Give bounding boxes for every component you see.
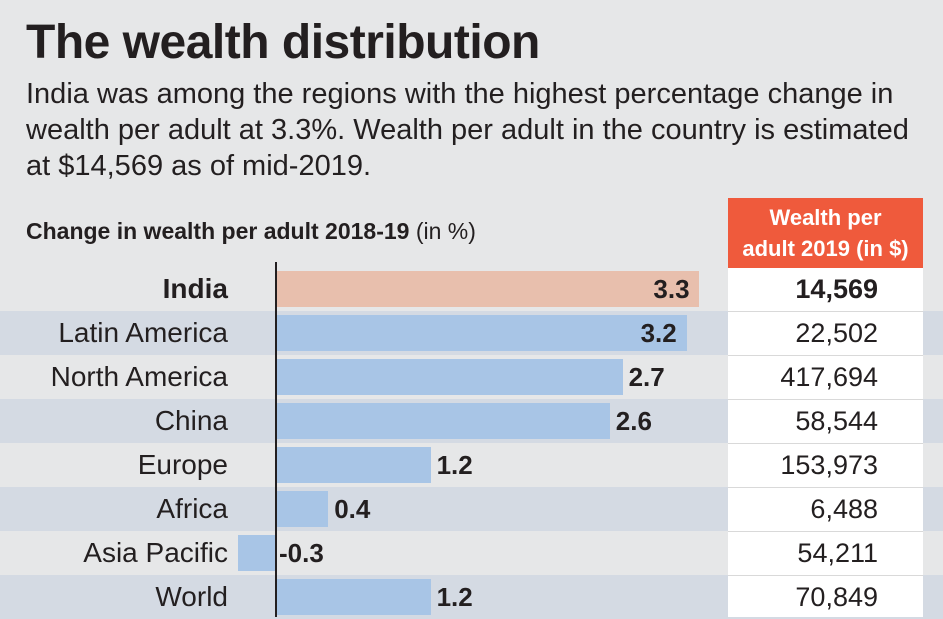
wealth-row-divider — [728, 311, 923, 312]
bar-value-label: 3.2 — [640, 318, 677, 348]
bar-value-label: 2.7 — [628, 362, 665, 392]
bar-chart-label: Change in wealth per adult 2018-19 (in %… — [26, 218, 476, 245]
zero-axis-line — [275, 262, 277, 617]
bar-value-label: 1.2 — [436, 450, 473, 480]
bar — [277, 271, 700, 307]
bar — [237, 535, 276, 571]
wealth-row-divider — [728, 355, 923, 356]
wealth-header-line1: Wealth per — [769, 205, 882, 230]
bar-chart-unit: (in %) — [415, 218, 476, 244]
bar — [277, 359, 623, 395]
wealth-value: 54,211 — [797, 538, 878, 568]
wealth-header-line2: adult 2019 (in $) — [742, 236, 909, 261]
wealth-table-column — [728, 268, 923, 617]
bar — [277, 491, 329, 527]
chart-subtitle: India was among the regions with the hig… — [26, 78, 909, 182]
wealth-row-divider — [728, 575, 923, 576]
bar-value-label: 2.6 — [615, 406, 652, 436]
wealth-value: 70,849 — [795, 582, 878, 612]
wealth-value: 153,973 — [780, 450, 878, 480]
category-label: Europe — [137, 449, 228, 480]
wealth-value: 22,502 — [795, 318, 878, 348]
bar-value-label: 0.4 — [334, 494, 371, 524]
wealth-row-divider — [728, 399, 923, 400]
category-label: Latin America — [58, 317, 228, 348]
bar — [277, 579, 431, 615]
category-label: World — [155, 581, 228, 612]
wealth-column-header: Wealth per adult 2019 (in $) — [728, 198, 923, 268]
bar — [277, 315, 687, 351]
wealth-value: 417,694 — [780, 362, 878, 392]
chart-title: The wealth distribution — [26, 16, 540, 69]
category-label: North America — [50, 361, 228, 392]
wealth-row-divider — [728, 487, 923, 488]
wealth-row-divider — [728, 443, 923, 444]
wealth-value: 6,488 — [810, 494, 878, 524]
bar-value-label: -0.3 — [279, 538, 324, 568]
bar-chart-title: Change in wealth per adult 2018-19 — [26, 218, 410, 244]
wealth-value: 58,544 — [795, 406, 878, 436]
wealth-value: 14,569 — [795, 274, 878, 304]
category-label: India — [162, 273, 228, 304]
wealth-row-divider — [728, 531, 923, 532]
bar — [277, 403, 610, 439]
category-label: Asia Pacific — [83, 537, 228, 568]
bar — [277, 447, 431, 483]
bar-value-label: 3.3 — [653, 274, 690, 304]
bar-value-label: 1.2 — [436, 582, 473, 612]
category-label: China — [154, 405, 228, 436]
category-label: Africa — [156, 493, 228, 524]
